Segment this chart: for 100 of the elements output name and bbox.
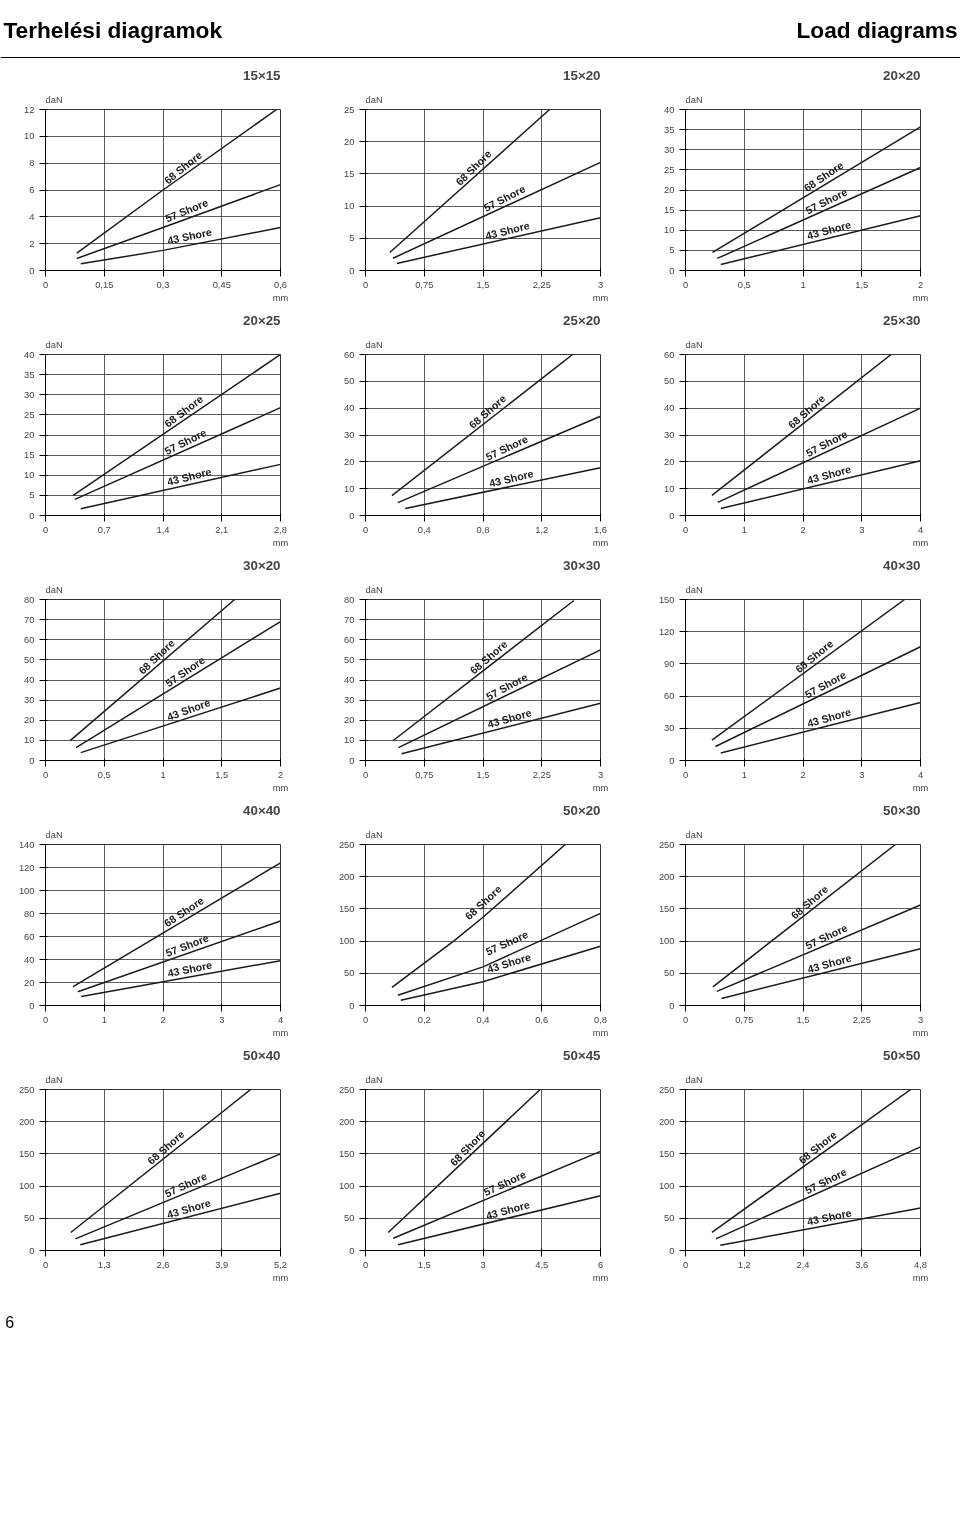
text: 57 Shore <box>481 182 528 214</box>
text: 57 Shore <box>163 196 210 225</box>
y-tick-label: 20 <box>24 977 35 988</box>
text: 43 Shore <box>486 706 533 731</box>
y-axis-title: daN <box>45 584 63 595</box>
x-tick-label: 0,7 <box>97 524 111 535</box>
x-tick-label: 0 <box>362 279 369 290</box>
x-axis-title: mm <box>592 1272 609 1283</box>
x-tick-label: 1,5 <box>476 769 490 780</box>
y-tick-label: 25 <box>664 164 675 175</box>
x-tick-label: 4,8 <box>914 1259 927 1270</box>
text: 43 Shore <box>165 465 213 488</box>
x-tick-label: 0 <box>362 1014 369 1025</box>
line-series <box>391 844 566 989</box>
y-tick-label: 0 <box>669 1245 675 1256</box>
y-tick-label: 50 <box>24 1213 35 1224</box>
y-tick-label: 0 <box>669 1000 675 1011</box>
y-tick-label: 20 <box>344 456 355 467</box>
x-tick-label: 2 <box>917 279 924 290</box>
x-tick-label: 0,6 <box>535 1014 549 1025</box>
text: 43 Shore <box>487 467 535 490</box>
y-tick-label: 0 <box>349 265 355 276</box>
x-tick-label: 0 <box>42 524 49 535</box>
x-tick-label: 3 <box>917 1014 924 1025</box>
chart-title: 50×50 <box>883 1047 921 1063</box>
y-tick-label: 40 <box>344 675 355 685</box>
x-tick-label: 0,8 <box>476 524 490 535</box>
x-tick-label: 3 <box>219 1014 225 1025</box>
y-axis-title: daN <box>365 1074 383 1085</box>
y-tick-label: 200 <box>338 1116 355 1127</box>
text: 57 Shore <box>162 426 209 457</box>
y-axis-title: daN <box>685 1074 703 1085</box>
y-tick-label: 0 <box>349 1000 355 1011</box>
x-tick-label: 2,8 <box>274 524 287 535</box>
y-tick-label: 8 <box>29 158 35 169</box>
y-tick-label: 50 <box>24 654 35 665</box>
y-tick-label: 50 <box>664 1213 675 1224</box>
x-tick-label: 0,75 <box>415 769 434 780</box>
y-tick-label: 40 <box>664 104 675 115</box>
x-tick-label: 0 <box>362 1259 369 1270</box>
chart-title: 40×30 <box>883 557 921 573</box>
y-tick-label: 35 <box>24 369 35 380</box>
x-axis-title: mm <box>272 782 289 793</box>
y-tick-label: 200 <box>658 871 675 882</box>
chart-title: 40×40 <box>243 802 281 818</box>
x-tick-label: 1 <box>741 769 747 780</box>
y-tick-label: 0 <box>349 510 355 521</box>
y-tick-label: 10 <box>24 470 35 481</box>
y-tick-label: 0 <box>669 510 675 521</box>
x-tick-label: 0,4 <box>417 524 431 535</box>
x-tick-label: 0,75 <box>735 1014 754 1025</box>
chart-title: 50×40 <box>243 1047 281 1063</box>
x-axis-title: mm <box>912 1272 929 1283</box>
y-tick-label: 5 <box>29 490 35 501</box>
y-tick-label: 0 <box>29 1245 35 1256</box>
y-tick-label: 100 <box>18 1181 35 1192</box>
y-axis-title: daN <box>45 1074 63 1085</box>
x-tick-label: 0 <box>682 279 689 290</box>
chart-title: 50×20 <box>563 802 601 818</box>
x-tick-label: 2 <box>800 769 806 780</box>
x-tick-label: 1 <box>101 1014 107 1025</box>
y-tick-label: 120 <box>658 626 675 637</box>
x-tick-label: 2,25 <box>532 769 551 780</box>
y-tick-label: 30 <box>664 723 675 734</box>
x-tick-label: 1,5 <box>796 1014 810 1025</box>
y-tick-label: 0 <box>29 265 35 276</box>
y-tick-label: 10 <box>344 201 355 212</box>
chart-title: 15×20 <box>563 67 601 83</box>
x-axis-title: mm <box>592 537 609 548</box>
x-tick-label: 2,25 <box>532 279 551 290</box>
y-tick-label: 20 <box>24 715 35 726</box>
y-tick-label: 12 <box>24 104 35 115</box>
y-axis-title: daN <box>45 94 63 105</box>
y-tick-label: 100 <box>18 885 35 896</box>
y-tick-label: 0 <box>29 1000 35 1011</box>
x-tick-label: 1,2 <box>737 1259 751 1270</box>
text: 57 Shore <box>163 931 211 959</box>
y-tick-label: 30 <box>344 430 355 440</box>
y-tick-label: 200 <box>658 1116 675 1127</box>
y-tick-label: 30 <box>24 389 35 400</box>
y-axis-title: daN <box>685 94 703 105</box>
y-tick-label: 60 <box>344 349 355 360</box>
y-tick-label: 50 <box>344 376 355 387</box>
x-tick-label: 2,25 <box>852 1014 871 1025</box>
y-tick-label: 5 <box>669 245 675 256</box>
x-tick-label: 0 <box>682 1014 689 1025</box>
y-tick-label: 40 <box>24 954 35 965</box>
x-tick-label: 0 <box>42 1014 49 1025</box>
x-tick-label: 1,5 <box>215 769 229 780</box>
x-tick-label: 4 <box>917 769 924 780</box>
y-tick-label: 150 <box>658 594 675 605</box>
text: Terhelési diagramok <box>3 16 223 43</box>
chart-title: 15×15 <box>243 67 282 83</box>
x-tick-label: 1 <box>800 279 806 290</box>
chart-title: 25×30 <box>883 312 921 328</box>
text: 43 Shore <box>805 462 853 487</box>
x-tick-label: 3 <box>859 769 865 780</box>
x-tick-label: 1,3 <box>97 1259 111 1270</box>
y-tick-label: 20 <box>664 456 675 467</box>
x-tick-label: 3,9 <box>215 1259 229 1270</box>
